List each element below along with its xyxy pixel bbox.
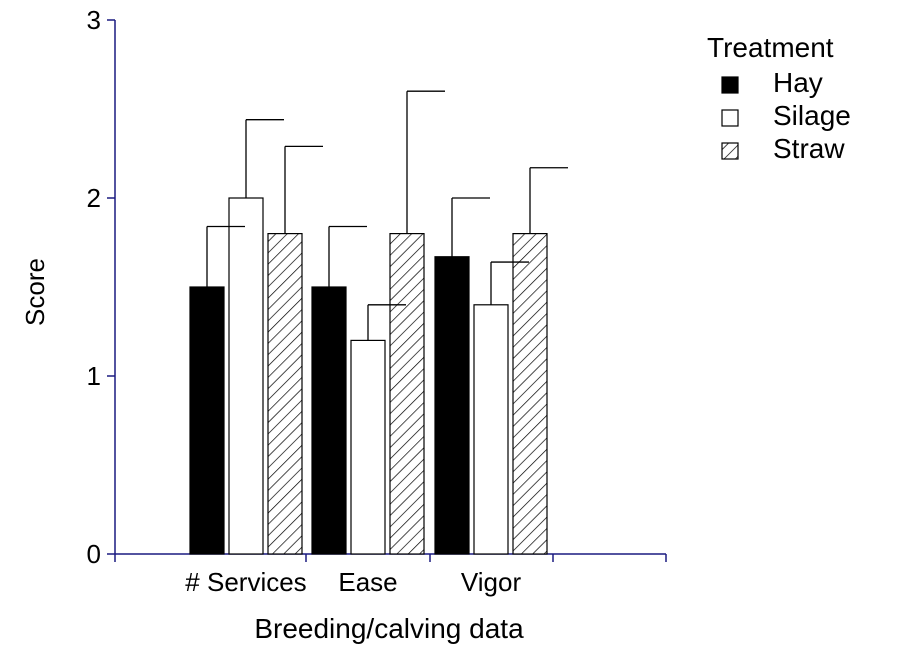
bar-straw (267, 233, 303, 555)
bar-hay (311, 286, 347, 555)
y-axis-label: Score (20, 258, 50, 326)
y-tick-label: 3 (87, 5, 101, 35)
bar-straw (389, 233, 425, 555)
axes: 0 1 2 3 # Services Ease Vigor (87, 5, 667, 597)
legend-label-hay: Hay (773, 67, 823, 98)
y-tick-label: 2 (87, 183, 101, 213)
x-tick-label: Vigor (461, 567, 522, 597)
legend-swatch-hay (721, 76, 739, 94)
bar-silage (473, 304, 509, 555)
legend-label-straw: Straw (773, 133, 845, 164)
bar-silage (228, 197, 264, 555)
bars (189, 197, 548, 555)
legend-label-silage: Silage (773, 100, 851, 131)
legend-swatch-silage (721, 109, 739, 127)
bar-silage (350, 339, 386, 555)
x-tick-label: # Services (185, 567, 306, 597)
bar-hay (189, 286, 225, 555)
bar-straw (512, 233, 548, 555)
error-bars (206, 90, 568, 341)
legend-title: Treatment (707, 32, 834, 63)
y-tick-label: 0 (87, 539, 101, 569)
axis-labels: Breeding/calving data Score (20, 258, 524, 644)
x-tick-label: Ease (338, 567, 397, 597)
y-tick-label: 1 (87, 361, 101, 391)
bar-hay (434, 256, 470, 555)
legend-swatch-straw (721, 142, 739, 160)
x-axis-label: Breeding/calving data (254, 613, 524, 644)
